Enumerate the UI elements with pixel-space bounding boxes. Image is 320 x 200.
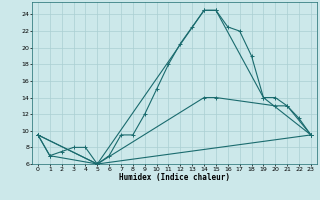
- X-axis label: Humidex (Indice chaleur): Humidex (Indice chaleur): [119, 173, 230, 182]
